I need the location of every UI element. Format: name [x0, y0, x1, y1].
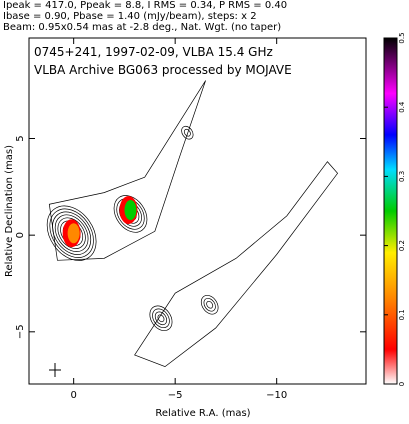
- contour-southern-knot-a: [154, 311, 168, 326]
- tick-labels: 0 −5 −10 5 0 −5: [15, 135, 287, 401]
- colorbar-tick-label: 0: [398, 382, 406, 386]
- contour-jet-knot: [181, 125, 194, 140]
- header-line-3: Beam: 0.95x0.54 mas at -2.8 deg., Nat. W…: [3, 22, 282, 33]
- colorbar-tick-label: 0.1: [398, 309, 406, 320]
- contour-core: [52, 211, 92, 255]
- contour-core: [57, 217, 86, 249]
- x-axis-label: Relative R.A. (mas): [155, 408, 250, 419]
- contour-core: [49, 208, 94, 258]
- axis-ticks: [29, 38, 366, 384]
- chart-title: 0745+241, 1997-02-09, VLBA 15.4 GHz: [34, 45, 273, 59]
- colorbar-ticks: 0 0.1 0.2 0.3 0.4 0.5: [384, 32, 406, 386]
- header-line-2: Ibase = 0.90, Pbase = 1.40 (mJy/beam), s…: [3, 11, 257, 22]
- contour-jet-knot: [183, 128, 191, 137]
- polarization-spot-inner: [124, 200, 137, 221]
- jet-envelope: [48, 80, 206, 261]
- y-tick-label: 5: [15, 135, 26, 141]
- contour-core: [54, 214, 89, 252]
- polarization-layer: [62, 196, 138, 248]
- plot-frame: [28, 37, 367, 385]
- colorbar-tick-label: 0.4: [398, 101, 406, 113]
- southern-envelope: [134, 161, 339, 367]
- contour-southern-knot-b: [200, 294, 219, 315]
- y-tick-label: −5: [15, 324, 26, 339]
- chart-subtitle: VLBA Archive BG063 processed by MOJAVE: [34, 63, 292, 77]
- colorbar-tick-label: 0.2: [398, 240, 406, 251]
- header-line-1: Ipeak = 417.0, Ppeak = 8.8, I RMS = 0.34…: [3, 0, 288, 11]
- y-tick-label: 0: [15, 232, 26, 238]
- beam-marker: [49, 363, 61, 377]
- contour-southern-knot-a: [157, 314, 165, 323]
- contour-southern-knot-a: [152, 308, 170, 329]
- colorbar-tick-label: 0.5: [398, 32, 406, 43]
- contour-layer: [46, 80, 339, 367]
- x-tick-label: 0: [70, 390, 76, 401]
- y-axis-label: Relative Declination (mas): [4, 145, 15, 277]
- polarization-spot-inner: [67, 223, 80, 244]
- contour-southern-knot-b: [203, 297, 216, 312]
- contour-core: [46, 205, 97, 261]
- contour-southern-knot-a: [149, 305, 173, 332]
- contour-inner-jet: [116, 198, 145, 230]
- colorbar: [383, 37, 398, 385]
- x-tick-label: −10: [266, 390, 287, 401]
- x-tick-label: −5: [168, 390, 183, 401]
- contour-southern-knot-b: [206, 300, 214, 309]
- contour-inner-jet: [113, 195, 148, 233]
- colorbar-tick-label: 0.3: [398, 171, 406, 182]
